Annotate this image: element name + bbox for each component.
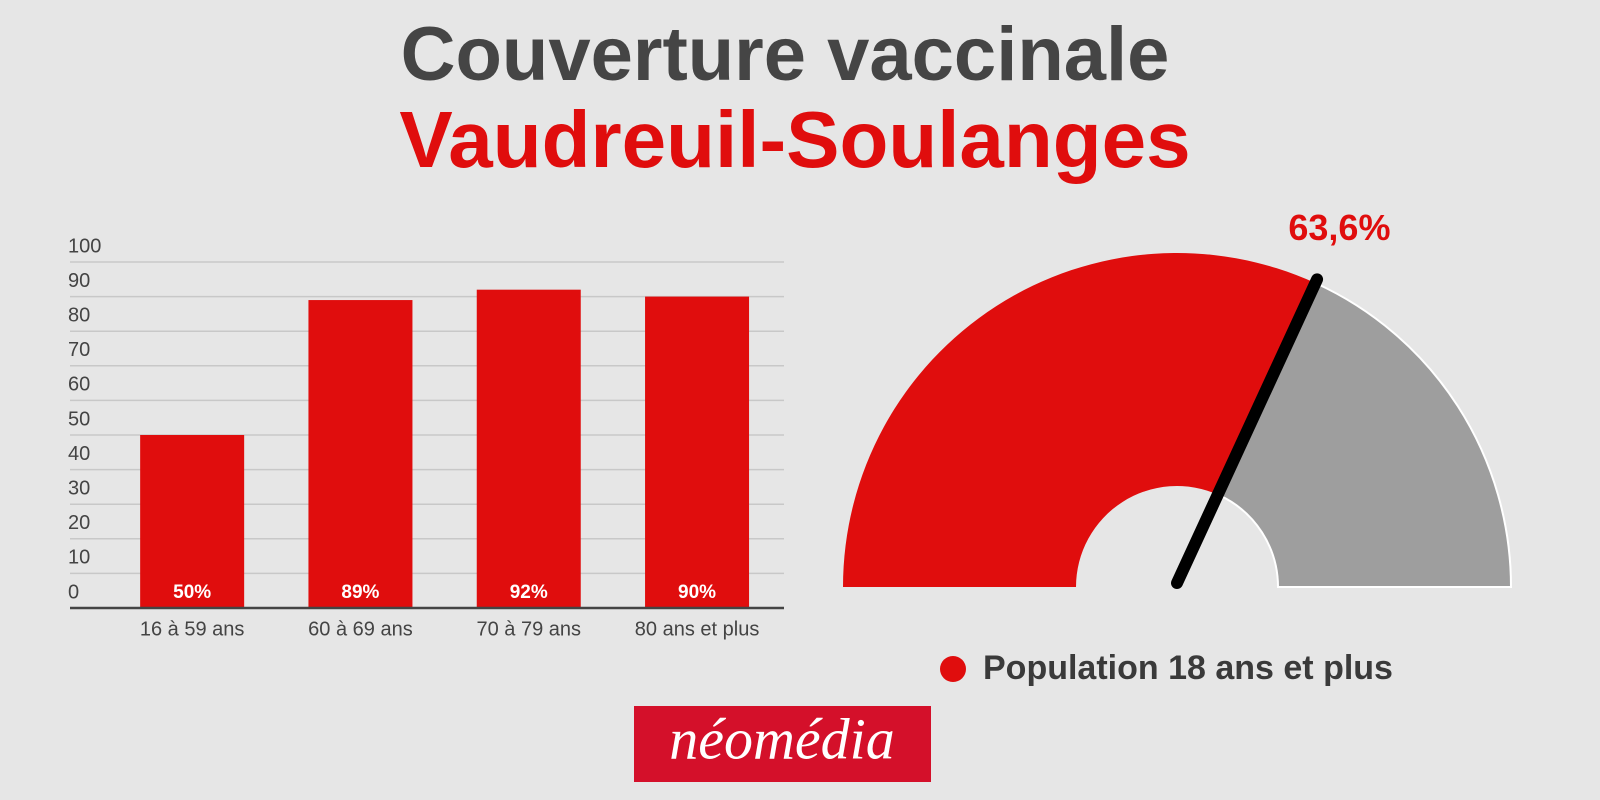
y-tick-label: 30 <box>68 477 90 499</box>
x-tick-label: 16 à 59 ans <box>140 618 245 640</box>
legend-label: Population 18 ans et plus <box>983 649 1393 687</box>
x-tick-label: 70 à 79 ans <box>476 618 581 640</box>
logo-box <box>634 706 931 782</box>
gauge-needle <box>1171 273 1324 589</box>
bar <box>645 296 750 608</box>
bar <box>308 300 413 608</box>
x-tick-label: 60 à 69 ans <box>308 618 413 640</box>
x-tick-label: 80 ans et plus <box>635 618 760 640</box>
value-label: 63,6% <box>1288 207 1390 248</box>
value-label: 89% <box>341 582 379 603</box>
logo: néomédia <box>669 706 895 771</box>
y-tick-label: 40 <box>68 443 90 465</box>
y-tick-label: 60 <box>68 374 90 396</box>
y-tick-label: 20 <box>68 512 90 534</box>
value-label: 90% <box>678 582 716 603</box>
bar <box>476 289 581 608</box>
y-tick-label: 70 <box>68 339 90 361</box>
value-label: 50% <box>173 582 211 603</box>
y-tick-label: 0 <box>68 581 79 603</box>
y-tick-label: 80 <box>68 304 90 326</box>
subtitle: Vaudreuil-Soulanges <box>399 95 1190 184</box>
y-tick-label: 90 <box>68 270 90 292</box>
title: Couverture vaccinale <box>401 12 1170 97</box>
legend-swatch <box>940 656 966 682</box>
bar <box>140 435 245 608</box>
value-label: 92% <box>510 582 548 603</box>
gauge-rest <box>1217 281 1513 588</box>
y-tick-label: 10 <box>68 547 90 569</box>
y-tick-label: 50 <box>68 408 90 430</box>
gauge-fill <box>843 252 1316 587</box>
y-tick-label: 100 <box>68 235 101 257</box>
